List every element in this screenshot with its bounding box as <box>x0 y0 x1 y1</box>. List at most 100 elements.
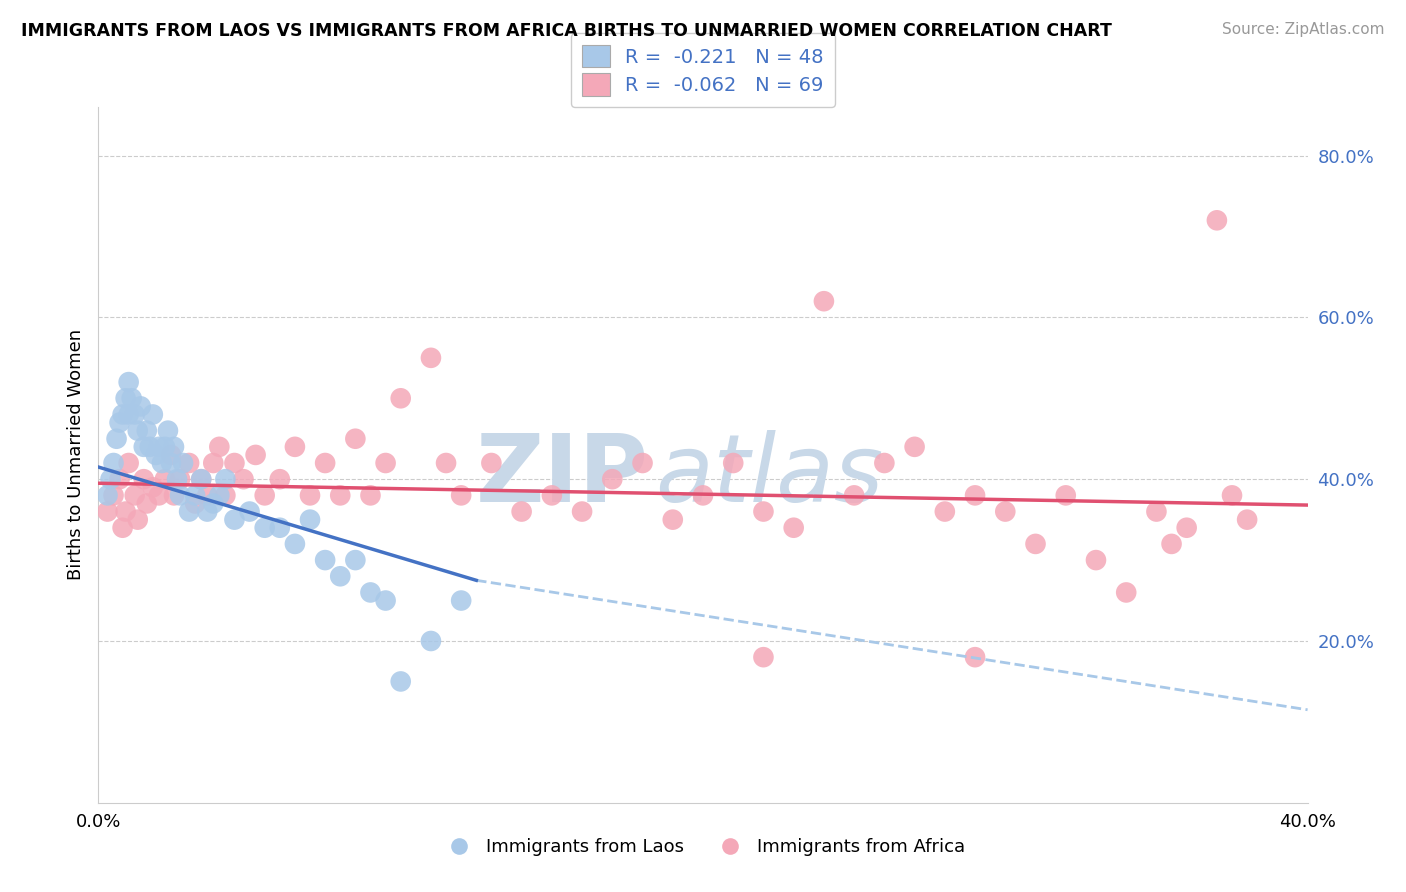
Point <box>145 448 167 462</box>
Point <box>142 408 165 422</box>
Point <box>224 513 246 527</box>
Point <box>214 488 236 502</box>
Point <box>284 537 307 551</box>
Point <box>420 634 443 648</box>
Y-axis label: Births to Unmarried Women: Births to Unmarried Women <box>66 329 84 581</box>
Point <box>360 488 382 502</box>
Point <box>389 392 412 406</box>
Point <box>111 408 134 422</box>
Point <box>135 496 157 510</box>
Point <box>344 432 367 446</box>
Point <box>103 456 125 470</box>
Point <box>374 593 396 607</box>
Point <box>269 521 291 535</box>
Point <box>253 521 276 535</box>
Point <box>184 488 207 502</box>
Point <box>160 448 183 462</box>
Point <box>844 488 866 502</box>
Point <box>374 456 396 470</box>
Point <box>904 440 927 454</box>
Point <box>100 472 122 486</box>
Point <box>132 440 155 454</box>
Point <box>344 553 367 567</box>
Point <box>163 488 186 502</box>
Point <box>540 488 562 502</box>
Point <box>108 472 131 486</box>
Point <box>190 472 212 486</box>
Point <box>1085 553 1108 567</box>
Point <box>129 400 152 414</box>
Point <box>179 504 201 518</box>
Point <box>269 472 291 486</box>
Point <box>169 472 191 486</box>
Text: IMMIGRANTS FROM LAOS VS IMMIGRANTS FROM AFRICA BIRTHS TO UNMARRIED WOMEN CORRELA: IMMIGRANTS FROM LAOS VS IMMIGRANTS FROM … <box>21 22 1112 40</box>
Point <box>153 472 176 486</box>
Point <box>314 553 336 567</box>
Point <box>329 569 352 583</box>
Point <box>284 440 307 454</box>
Point <box>124 408 146 422</box>
Point <box>96 504 118 518</box>
Point <box>420 351 443 365</box>
Point <box>96 488 118 502</box>
Legend: R =  -0.221   N = 48, R =  -0.062   N = 69: R = -0.221 N = 48, R = -0.062 N = 69 <box>571 33 835 107</box>
Point <box>195 488 218 502</box>
Point <box>723 456 745 470</box>
Point <box>202 496 225 510</box>
Point <box>1220 488 1243 502</box>
Text: Source: ZipAtlas.com: Source: ZipAtlas.com <box>1222 22 1385 37</box>
Point <box>108 416 131 430</box>
Point <box>1024 537 1046 551</box>
Point <box>160 456 183 470</box>
Point <box>510 504 533 518</box>
Point <box>111 521 134 535</box>
Point <box>232 472 254 486</box>
Point <box>434 456 457 470</box>
Point <box>156 424 179 438</box>
Point <box>1144 504 1167 518</box>
Point <box>103 488 125 502</box>
Point <box>118 408 141 422</box>
Point <box>127 424 149 438</box>
Point <box>314 456 336 470</box>
Point <box>214 472 236 486</box>
Point <box>239 504 262 518</box>
Point <box>172 456 194 470</box>
Point <box>105 432 128 446</box>
Point <box>195 504 218 518</box>
Text: atlas: atlas <box>655 430 883 521</box>
Point <box>118 456 141 470</box>
Point <box>142 480 165 494</box>
Point <box>783 521 806 535</box>
Point <box>1206 213 1229 227</box>
Point <box>245 448 267 462</box>
Point <box>1054 488 1077 502</box>
Point <box>169 488 191 502</box>
Point <box>752 504 775 518</box>
Point <box>752 650 775 665</box>
Point <box>148 440 170 454</box>
Point <box>299 488 322 502</box>
Point <box>602 472 624 486</box>
Point <box>994 504 1017 518</box>
Point <box>114 504 136 518</box>
Point <box>389 674 412 689</box>
Point <box>163 440 186 454</box>
Point <box>1175 521 1198 535</box>
Point <box>299 513 322 527</box>
Point <box>124 488 146 502</box>
Point <box>190 472 212 486</box>
Point <box>150 456 173 470</box>
Point <box>121 392 143 406</box>
Text: ZIP: ZIP <box>475 430 648 522</box>
Point <box>166 472 188 486</box>
Point <box>208 440 231 454</box>
Point <box>139 440 162 454</box>
Point <box>631 456 654 470</box>
Point <box>450 488 472 502</box>
Point <box>873 456 896 470</box>
Point <box>135 424 157 438</box>
Point <box>329 488 352 502</box>
Point <box>1160 537 1182 551</box>
Point <box>1236 513 1258 527</box>
